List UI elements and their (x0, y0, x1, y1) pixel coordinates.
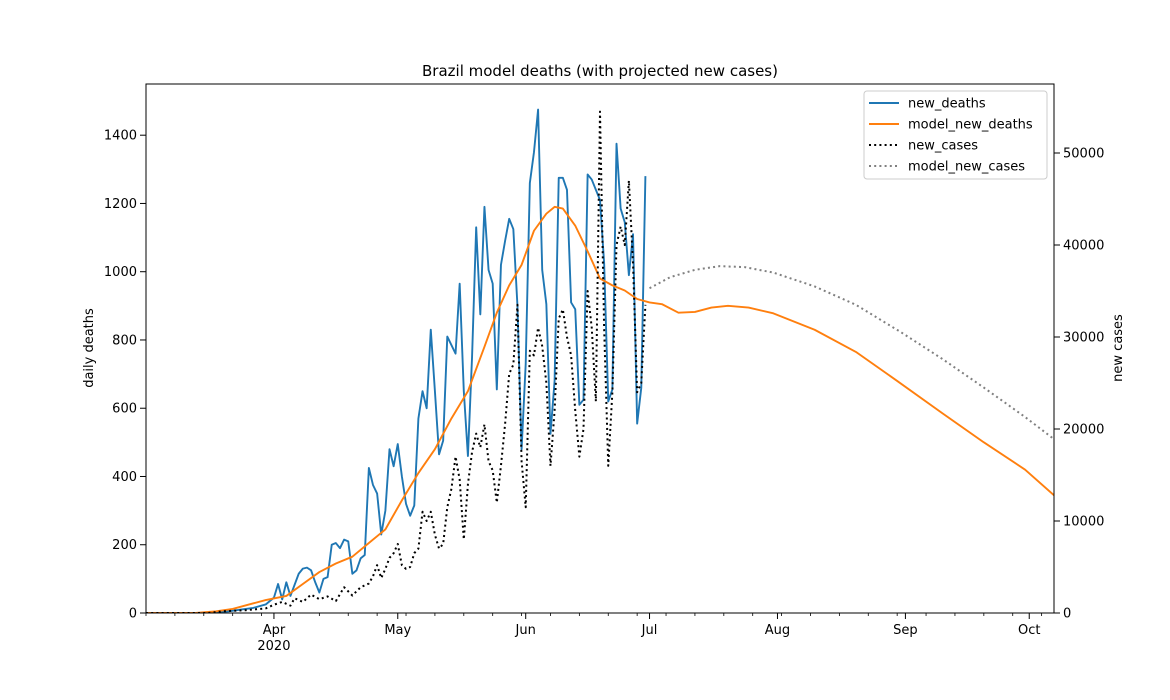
y-right-tick-label: 20000 (1063, 423, 1104, 438)
legend-label-new-cases: new_cases (908, 139, 978, 154)
y-left-tick-label: 1200 (104, 197, 137, 212)
y-right-tick-label: 10000 (1063, 515, 1104, 530)
plot-area (146, 108, 1054, 613)
legend: new_deaths model_new_deaths new_casesmodel… (863, 90, 1048, 180)
x-tick-label: Jun (515, 623, 536, 638)
x-tick-label: Apr (263, 623, 286, 638)
y-left-tick-label: 0 (129, 607, 137, 622)
series-line-new-deaths (146, 108, 647, 613)
x-tick-label: Oct (1018, 623, 1040, 638)
y-left-tick-label: 1400 (104, 129, 137, 144)
y-left-tick-label: 400 (112, 470, 137, 485)
y-axis-right-title: new cases (1111, 314, 1126, 382)
x-tick-label: Sep (893, 623, 918, 638)
y-axis-left-title: daily deaths (82, 308, 97, 388)
legend-box (863, 90, 1048, 180)
series-line-new-cases (146, 110, 647, 613)
y-right-tick-label: 30000 (1063, 331, 1104, 346)
legend-label-model-new-cases: model_new_cases (908, 160, 1025, 175)
y-left-tick-label: 1000 (104, 265, 137, 280)
series-line-model-new-cases (649, 265, 1054, 440)
y-left-tick-label: 200 (112, 538, 137, 553)
x-tick-label: May (384, 623, 411, 638)
chart-title: Brazil model deaths (with projected new … (422, 62, 778, 80)
x-tick-label: Jul (641, 623, 658, 638)
x-tick-sublabel: 2020 (257, 639, 290, 654)
series-line-model-new-deaths (146, 205, 1054, 613)
x-tick-label: Aug (765, 623, 790, 638)
legend-label-new-deaths: new_deaths (908, 97, 986, 112)
legend-label-model-new-deaths: model_new_deaths (908, 118, 1033, 133)
y-left-tick-label: 600 (112, 402, 137, 417)
y-left-tick-label: 800 (112, 333, 137, 348)
y-right-tick-label: 50000 (1063, 147, 1104, 162)
y-right-tick-label: 0 (1063, 607, 1071, 622)
y-right-tick-label: 40000 (1063, 239, 1104, 254)
plot-frame (145, 83, 1055, 614)
